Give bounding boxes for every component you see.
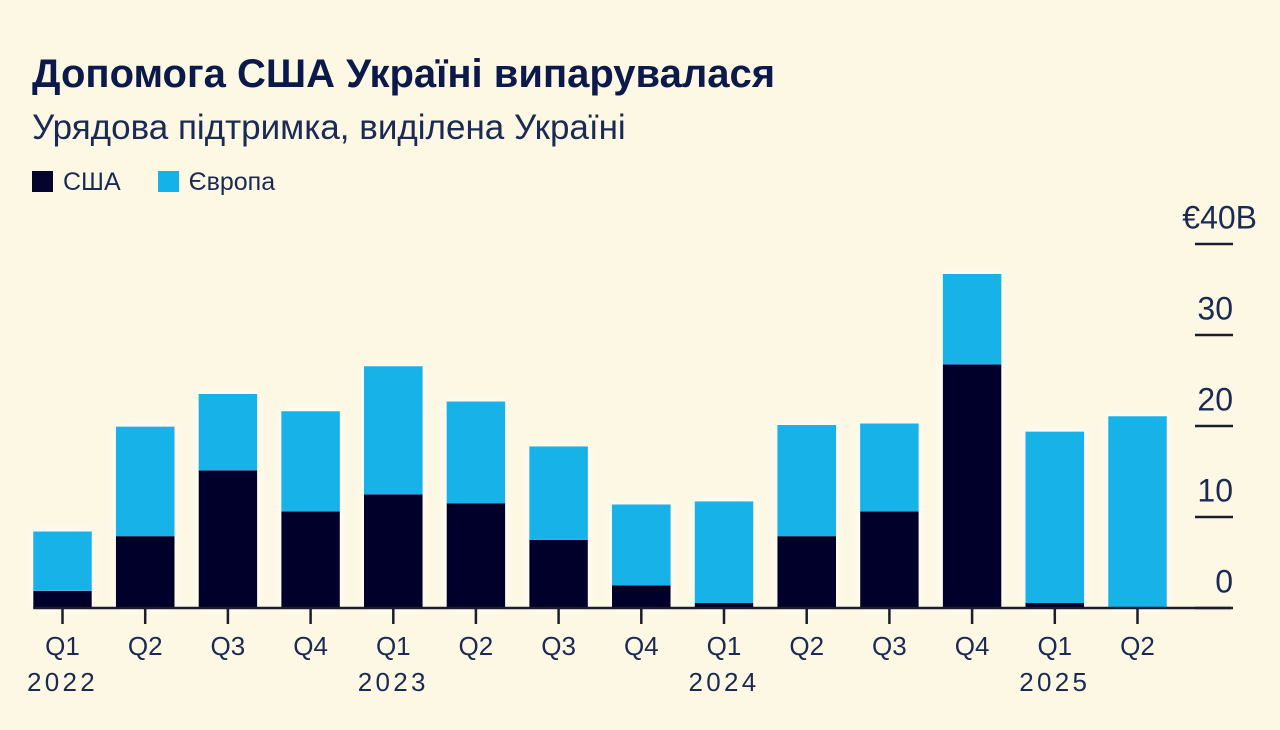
svg-text:Q3: Q3 xyxy=(872,631,907,661)
svg-text:Q4: Q4 xyxy=(955,631,990,661)
svg-text:Q1: Q1 xyxy=(707,631,742,661)
svg-text:2022: 2022 xyxy=(27,667,98,697)
svg-text:Q1: Q1 xyxy=(1037,631,1072,661)
svg-text:Q2: Q2 xyxy=(459,631,494,661)
svg-text:20: 20 xyxy=(1197,382,1233,418)
svg-text:Q3: Q3 xyxy=(541,631,576,661)
svg-text:Q2: Q2 xyxy=(789,631,824,661)
svg-text:Q3: Q3 xyxy=(211,631,246,661)
svg-text:10: 10 xyxy=(1197,473,1233,509)
svg-text:30: 30 xyxy=(1197,291,1233,327)
svg-text:Q2: Q2 xyxy=(128,631,163,661)
svg-text:2023: 2023 xyxy=(358,667,429,697)
svg-text:Q2: Q2 xyxy=(1120,631,1155,661)
svg-text:2024: 2024 xyxy=(688,667,759,697)
svg-text:2025: 2025 xyxy=(1019,667,1090,697)
svg-text:Q1: Q1 xyxy=(376,631,411,661)
svg-text:€40B: €40B xyxy=(1182,200,1257,236)
svg-text:Q1: Q1 xyxy=(45,631,80,661)
svg-text:Q4: Q4 xyxy=(624,631,659,661)
svg-text:0: 0 xyxy=(1215,564,1233,600)
svg-text:Q4: Q4 xyxy=(293,631,328,661)
